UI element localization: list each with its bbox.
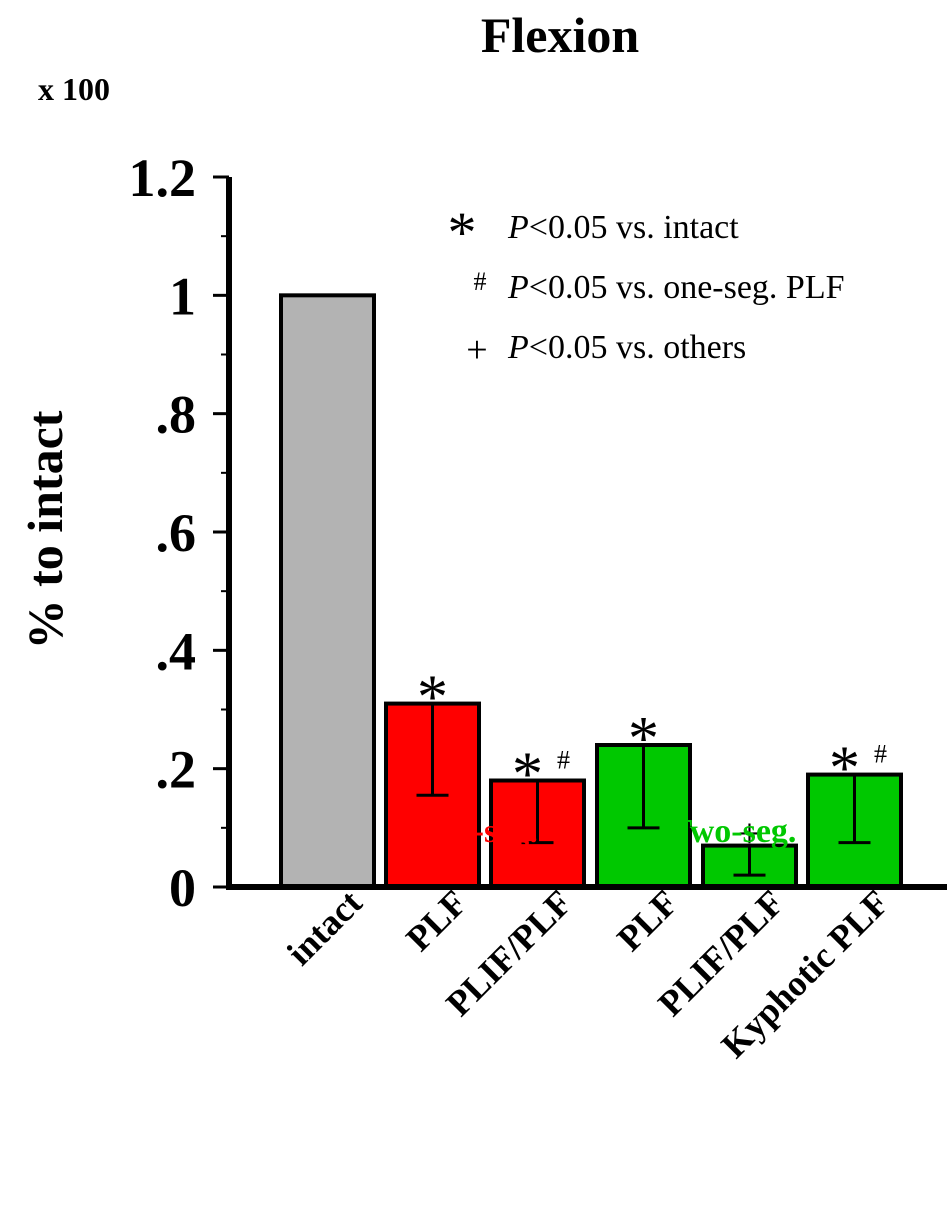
significance-asterisk: *	[512, 741, 543, 809]
error-bars	[416, 703, 871, 877]
x-tick-label: intact	[279, 882, 370, 973]
significance-hash: #	[557, 746, 570, 775]
y-axis-label: % to intact	[17, 410, 73, 649]
y-tick-label: .4	[156, 621, 197, 681]
legend-desc-one-seg: <0.05 vs. one-seg. PLF	[529, 269, 845, 306]
significance-asterisk: *	[417, 664, 448, 732]
chart-title: Flexion	[481, 7, 640, 63]
y-tick-label: .8	[156, 385, 197, 445]
legend-symbol-asterisk: *	[448, 200, 477, 265]
significance-asterisk: *	[829, 735, 860, 803]
group-label-one-seg: One-seg.	[412, 813, 538, 850]
legend-item-one-seg: # P<0.05 vs. one-seg. PLF	[474, 267, 845, 306]
x-tick-label: PLF	[609, 882, 685, 958]
y-tick-label: 1.2	[129, 148, 197, 208]
y-tick-label: .2	[156, 740, 197, 800]
legend-desc-intact: <0.05 vs. intact	[529, 209, 739, 246]
significance-markers: * * # * + * #	[417, 664, 887, 858]
significance-plus: +	[738, 812, 762, 858]
legend-desc-others: <0.05 vs. others	[529, 329, 747, 366]
significance-hash: #	[874, 740, 887, 769]
bars	[279, 293, 903, 890]
bar	[279, 293, 376, 890]
significance-asterisk: *	[628, 705, 659, 773]
group-label-two-seg: Two-seg.	[670, 813, 797, 850]
legend-text-intact: P<0.05 vs. intact	[507, 209, 739, 246]
y-tick-label: .6	[156, 503, 197, 563]
legend-item-intact: * P<0.05 vs. intact	[448, 200, 740, 265]
y-tick-label: 1	[169, 266, 196, 326]
multiplier-label: x 100	[38, 71, 110, 107]
legend-p-one-seg: P	[507, 269, 529, 306]
x-tick-label: PLF	[398, 882, 474, 958]
legend-item-others: + P<0.05 vs. others	[466, 329, 746, 371]
legend-symbol-hash: #	[474, 267, 487, 296]
legend-p-intact: P	[507, 209, 529, 246]
legend-symbol-plus: +	[466, 329, 487, 371]
legend-text-others: P<0.05 vs. others	[507, 329, 746, 366]
legend-p-others: P	[507, 329, 529, 366]
legend-text-one-seg: P<0.05 vs. one-seg. PLF	[507, 269, 845, 306]
legend: * P<0.05 vs. intact # P<0.05 vs. one-seg…	[448, 200, 845, 371]
y-tick-label: 0	[169, 858, 196, 918]
y-axis: 0 .2 .4 .6 .8 1 1.2	[129, 148, 232, 918]
